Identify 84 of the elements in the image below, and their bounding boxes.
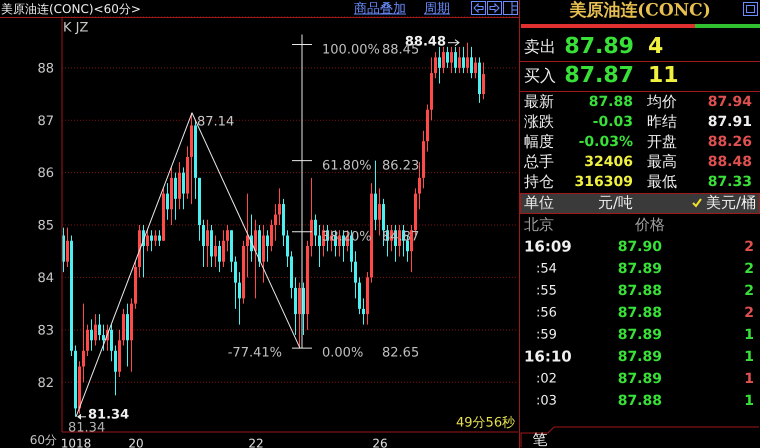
- text: 87.88: [588, 94, 633, 110]
- annotation: 82.65: [382, 346, 420, 361]
- annotation: -77.41%: [228, 346, 282, 361]
- text: 总手: [524, 152, 554, 170]
- text: 87.33: [708, 174, 752, 190]
- text: 商品叠加: [354, 2, 406, 16]
- text: 87.89: [618, 327, 662, 343]
- text: 88.26: [708, 134, 752, 150]
- text: 涨跌: [524, 112, 554, 130]
- text: 16:10: [524, 348, 572, 366]
- text: -0.03: [592, 114, 633, 130]
- text: 1: [744, 393, 754, 409]
- text: 87.88: [618, 393, 662, 409]
- text: 最高: [647, 152, 677, 170]
- text: :02: [536, 372, 557, 386]
- text: 1: [744, 327, 754, 343]
- text: :55: [536, 284, 557, 298]
- text: -0.03%: [578, 134, 633, 150]
- text: 87.88: [618, 305, 662, 321]
- text: 87.89: [618, 371, 662, 387]
- text: 持仓: [524, 172, 554, 190]
- annotation: 100.00%: [322, 42, 380, 57]
- x-tick-label: 20: [128, 436, 144, 448]
- text: 美原油连(CONC): [569, 0, 711, 20]
- text: 87.88: [618, 283, 662, 299]
- text: 笔: [532, 430, 548, 448]
- text: 4: [648, 34, 664, 59]
- text: :56: [536, 306, 557, 320]
- annotation: 81.34: [88, 407, 130, 422]
- text: 32406: [584, 154, 633, 170]
- annotation: 81.34: [68, 420, 106, 436]
- text: 16:09: [524, 238, 572, 256]
- text: 1: [744, 371, 754, 387]
- text: 最低: [647, 172, 677, 190]
- text: 87.89: [618, 349, 662, 365]
- text: 昨结: [647, 112, 677, 130]
- y-tick-label: 83: [37, 323, 54, 338]
- text: 88.48: [708, 154, 752, 170]
- text: 2: [744, 261, 754, 277]
- text: 11: [648, 63, 679, 88]
- y-tick-label: 84: [37, 271, 54, 286]
- y-tick-label: 88: [37, 61, 54, 76]
- x-tick-label: 1018: [60, 436, 92, 448]
- y-tick-label: 85: [37, 218, 54, 234]
- text: 均价: [647, 92, 677, 110]
- text: 美元/桶: [706, 194, 756, 212]
- x-tick-label: 22: [248, 436, 264, 448]
- text: 87.89: [618, 261, 662, 277]
- chart-title: 美原油连(CONC)<60分>: [1, 2, 141, 16]
- text: 卖出: [524, 37, 556, 56]
- annotation: 49分56秒: [456, 416, 516, 430]
- text: 周期: [424, 2, 450, 16]
- annotation: 0.00%: [322, 346, 364, 361]
- text: 幅度: [524, 132, 554, 150]
- x-tick-label: 26: [372, 436, 388, 448]
- text: 316309: [574, 174, 633, 190]
- text: 87.90: [618, 239, 662, 255]
- annotation: 87.14: [197, 114, 234, 130]
- annotation: K JZ: [63, 20, 88, 36]
- text: 87.91: [708, 114, 752, 130]
- text: 元/吨: [598, 194, 634, 212]
- text: 87.87: [564, 63, 634, 88]
- y-tick-label: 82: [37, 376, 54, 391]
- x-axis-title: 60分: [30, 433, 57, 447]
- y-tick-label: 86: [37, 166, 54, 182]
- text: :03: [536, 394, 557, 408]
- text: 价格: [635, 216, 665, 234]
- text: 买入: [524, 66, 556, 85]
- annotation: 61.80%: [322, 158, 372, 174]
- y-tick-label: 87: [37, 114, 54, 129]
- text: 北京: [524, 216, 554, 234]
- text: :54: [536, 262, 557, 276]
- annotation: 86.23: [382, 158, 420, 174]
- text: 2: [744, 283, 754, 299]
- annotation: 84.87: [382, 229, 420, 244]
- text: :59: [536, 328, 557, 342]
- text: 2: [744, 305, 754, 321]
- text: 单位: [524, 194, 554, 212]
- text: 1: [744, 349, 754, 365]
- text: 开盘: [647, 132, 677, 150]
- text: 87.94: [708, 94, 752, 110]
- text: 2: [744, 239, 754, 255]
- text: 最新: [524, 92, 554, 110]
- text: 87.89: [564, 34, 634, 59]
